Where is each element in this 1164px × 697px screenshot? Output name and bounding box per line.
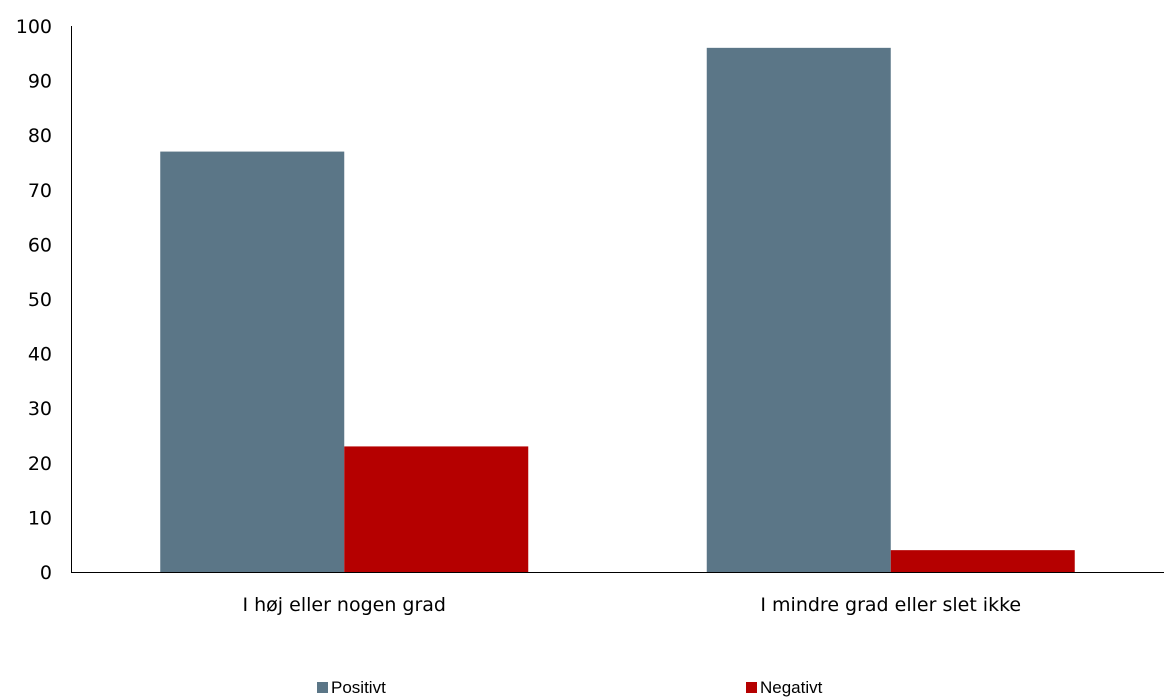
bar-chart: 0 10 20 30 40 50 60 70 80 90 100 I høj eller nogen… xyxy=(16,16,1164,616)
chart-axes xyxy=(71,26,1164,573)
bar-negativt-1 xyxy=(890,550,1075,572)
y-tick-label-0: 0 xyxy=(40,562,52,584)
x-category-label-0: I høj eller nogen grad xyxy=(243,594,447,616)
y-tick-label-100: 100 xyxy=(16,16,52,38)
y-axis-ticks: 0 10 20 30 40 50 60 70 80 90 100 xyxy=(16,16,52,584)
y-tick-label-60: 60 xyxy=(28,234,52,256)
bar-positivt-0 xyxy=(160,151,345,572)
y-tick-label-70: 70 xyxy=(28,180,52,202)
bar-positivt-1 xyxy=(706,47,891,572)
bar-negativt-0 xyxy=(344,446,529,572)
legend: Positivt Negativt xyxy=(0,678,1164,697)
legend-item-negativt: Negativt xyxy=(746,678,822,697)
x-category-label-1: I mindre grad eller slet ikke xyxy=(760,594,1021,616)
legend-label-negativt: Negativt xyxy=(760,678,823,697)
chart-bars xyxy=(160,47,1075,572)
y-tick-label-20: 20 xyxy=(28,453,52,475)
y-tick-label-80: 80 xyxy=(28,125,52,147)
y-tick-label-40: 40 xyxy=(28,344,52,366)
legend-swatch-positivt xyxy=(317,682,328,693)
legend-label-positivt: Positivt xyxy=(331,678,386,697)
x-axis-labels: I høj eller nogen grad I mindre grad elle… xyxy=(243,594,1022,616)
y-tick-label-10: 10 xyxy=(28,507,52,529)
y-tick-label-90: 90 xyxy=(28,71,52,93)
legend-swatch-negativt xyxy=(746,682,757,693)
y-tick-label-30: 30 xyxy=(28,398,52,420)
legend-item-positivt: Positivt xyxy=(317,678,386,697)
y-tick-label-50: 50 xyxy=(28,289,52,311)
